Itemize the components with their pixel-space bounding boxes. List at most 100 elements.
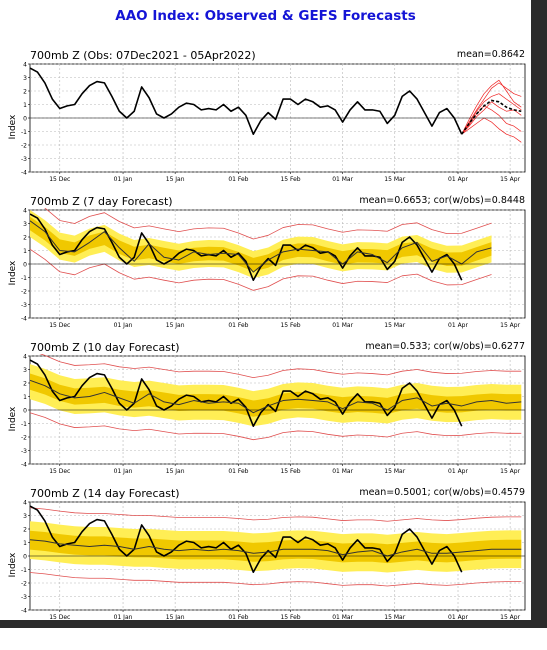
x-tick-label: 01 Apr	[448, 468, 468, 475]
panel-title: 700mb Z (Obs: 07Dec2021 - 05Apr2022)	[30, 49, 256, 62]
panel-stats: mean=0.533; cor(w/obs)=0.6277	[365, 341, 525, 352]
y-tick-label: -1	[21, 275, 27, 282]
extreme-lower-line	[29, 412, 522, 441]
y-tick-label: 4	[23, 208, 27, 215]
x-tick-label: 15 Apr	[500, 322, 520, 329]
window-edge-bottom	[0, 620, 547, 628]
x-tick-label: 01 Feb	[228, 614, 248, 621]
y-tick-label: -4	[21, 170, 27, 177]
figure-title: AAO Index: Observed & GEFS Forecasts	[115, 8, 416, 24]
y-tick-label: 2	[23, 527, 27, 534]
spread-band-inner	[30, 216, 492, 272]
y-tick-label: -4	[21, 462, 27, 469]
x-tick-label: 01 Feb	[228, 176, 248, 183]
observed-line	[29, 359, 463, 427]
x-tick-label: 15 Dec	[49, 614, 70, 621]
y-tick-label: -1	[21, 421, 27, 428]
x-tick-label: 15 Dec	[49, 176, 70, 183]
member-line	[461, 79, 522, 135]
x-tick-label: 01 Jan	[114, 468, 133, 475]
x-tick-label: 01 Apr	[448, 322, 468, 329]
panel-14day: 700mb Z (14 day Forecast) mean=0.5001; c…	[0, 487, 531, 650]
x-tick-label: 01 Jan	[114, 176, 133, 183]
y-tick-label: 4	[23, 62, 27, 69]
y-axis-label: Index	[8, 406, 18, 432]
y-tick-label: 3	[23, 513, 27, 520]
y-tick-label: 3	[23, 75, 27, 82]
x-tick-label: 15 Jan	[166, 468, 185, 475]
x-tick-label: 01 Mar	[332, 176, 353, 183]
observed-line	[29, 67, 463, 135]
observed-line	[29, 213, 463, 281]
x-tick-label: 01 Mar	[332, 468, 353, 475]
x-tick-label: 15 Mar	[384, 468, 405, 475]
chart-svg: -4 -3 -2 -1 0 1 2 3 4 15 Dec 01 Jan 15 Jan 01 Feb 15 …	[21, 197, 526, 329]
y-tick-label: -2	[21, 289, 27, 296]
y-tick-label: 2	[23, 381, 27, 388]
y-tick-label: -1	[21, 567, 27, 574]
x-tick-label: 15 Apr	[500, 176, 520, 183]
spread-band-inner	[30, 530, 522, 564]
panel-stats: mean=0.6653; cor(w/obs)=0.8448	[359, 195, 525, 206]
y-tick-label: 1	[23, 394, 27, 401]
x-tick-label: 15 Jan	[166, 322, 185, 329]
panel-stats: mean=0.8642	[456, 49, 525, 60]
extreme-lower-line	[29, 248, 492, 291]
y-tick-label: 3	[23, 221, 27, 228]
y-tick-label: -2	[21, 581, 27, 588]
x-tick-label: 01 Jan	[114, 614, 133, 621]
panel-title: 700mb Z (14 day Forecast)	[30, 487, 180, 500]
x-tick-label: 01 Feb	[228, 468, 248, 475]
x-tick-label: 15 Apr	[500, 468, 520, 475]
observed-line	[29, 505, 463, 573]
x-tick-label: 01 Apr	[448, 176, 468, 183]
x-tick-label: 15 Feb	[280, 468, 300, 475]
x-tick-label: 01 Mar	[332, 614, 353, 621]
y-tick-label: -4	[21, 316, 27, 323]
member-line	[461, 101, 522, 135]
x-tick-label: 15 Feb	[280, 614, 300, 621]
ens-mean-line	[29, 379, 522, 414]
x-tick-label: 15 Feb	[280, 322, 300, 329]
y-axis-label: Index	[8, 552, 18, 578]
chart-svg: -4 -3 -2 -1 0 1 2 3 4 15 Dec 01 Jan 15 Jan 01 Feb 15 …	[21, 500, 526, 621]
y-tick-label: 4	[23, 354, 27, 361]
panel-stats: mean=0.5001; cor(w/obs)=0.4579	[359, 487, 525, 498]
x-tick-label: 01 Apr	[448, 614, 468, 621]
figure-frame: AAO Index: Observed & GEFS Forecasts 700…	[0, 8, 531, 621]
chart-svg: -4 -3 -2 -1 0 1 2 3 4 15 Dec 01 Jan 15 Jan 01 Feb 15 …	[21, 350, 526, 475]
panel-title: 700mb Z (10 day Forecast)	[30, 341, 180, 354]
y-tick-label: 0	[23, 116, 27, 123]
y-tick-label: -3	[21, 594, 27, 601]
x-tick-label: 01 Feb	[228, 322, 248, 329]
extreme-lower-line	[29, 572, 522, 587]
x-tick-label: 01 Mar	[332, 322, 353, 329]
extreme-upper-line	[29, 350, 522, 378]
y-tick-label: -2	[21, 143, 27, 150]
y-tick-label: 1	[23, 540, 27, 547]
y-tick-label: 0	[23, 262, 27, 269]
y-tick-label: 0	[23, 408, 27, 415]
y-tick-label: 4	[23, 500, 27, 507]
y-tick-label: -3	[21, 156, 27, 163]
ens-mean-line	[29, 220, 492, 273]
chart-svg: -4 -3 -2 -1 0 1 2 3 4 15 Dec 01 Jan 15 Jan 01 Feb 15 …	[21, 62, 526, 183]
x-tick-label: 15 Mar	[384, 176, 405, 183]
x-tick-label: 15 Jan	[166, 176, 185, 183]
panel-7day: 700mb Z (7 day Forecast) mean=0.6653; co…	[0, 195, 531, 358]
panel-observed: 700mb Z (Obs: 07Dec2021 - 05Apr2022) mea…	[0, 49, 531, 212]
y-tick-label: 2	[23, 235, 27, 242]
panel-title: 700mb Z (7 day Forecast)	[30, 195, 173, 208]
y-tick-label: 3	[23, 367, 27, 374]
window-edge-right	[531, 0, 547, 628]
ens-mean-line	[29, 539, 522, 557]
extreme-upper-line	[29, 507, 522, 522]
x-tick-label: 15 Dec	[49, 322, 70, 329]
y-axis-label: Index	[8, 114, 18, 140]
x-tick-label: 15 Mar	[384, 614, 405, 621]
y-tick-label: -3	[21, 302, 27, 309]
x-tick-label: 15 Dec	[49, 468, 70, 475]
y-tick-label: -4	[21, 608, 27, 615]
y-tick-label: -2	[21, 435, 27, 442]
y-axis-label: Index	[8, 260, 18, 286]
